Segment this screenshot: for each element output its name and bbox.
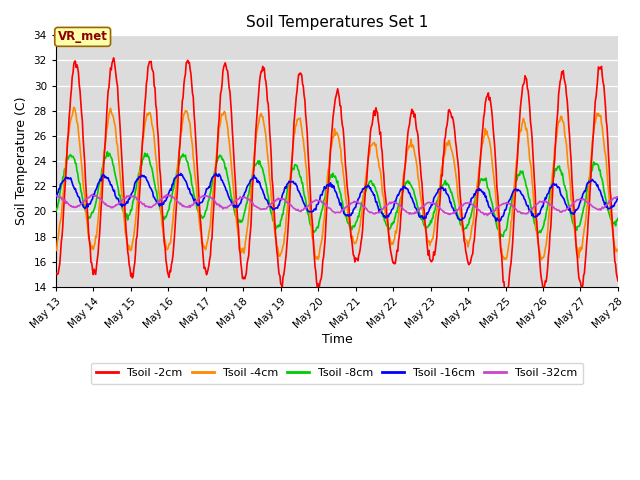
Tsoil -2cm [439, 155, 447, 161]
Line: Tsoil -4cm: Tsoil -4cm [56, 108, 618, 260]
Tsoil -4cm [439, 161, 447, 167]
Tsoil -16cm [52, 195, 60, 201]
Tsoil -2cm [502, 292, 509, 298]
Tsoil -32cm [614, 194, 622, 200]
Tsoil -16cm [175, 172, 183, 178]
Tsoil -8cm [52, 209, 60, 215]
Tsoil -4cm [564, 162, 572, 168]
Tsoil -16cm [329, 185, 337, 191]
Tsoil -8cm [614, 216, 622, 221]
Title: Soil Temperatures Set 1: Soil Temperatures Set 1 [246, 15, 428, 30]
Tsoil -32cm [564, 206, 572, 212]
Tsoil -4cm [176, 141, 184, 146]
Tsoil -4cm [384, 224, 392, 229]
Tsoil -16cm [492, 218, 500, 224]
Tsoil -4cm [329, 134, 337, 140]
Tsoil -2cm [176, 141, 184, 147]
Tsoil -2cm [200, 265, 208, 271]
Tsoil -2cm [564, 108, 572, 114]
Line: Tsoil -16cm: Tsoil -16cm [56, 173, 618, 221]
Tsoil -4cm [70, 105, 77, 110]
Tsoil -8cm [384, 221, 392, 227]
Line: Tsoil -32cm: Tsoil -32cm [56, 195, 618, 216]
Tsoil -32cm [52, 192, 60, 198]
Tsoil -8cm [200, 214, 208, 220]
Text: VR_met: VR_met [58, 30, 108, 43]
Y-axis label: Soil Temperature (C): Soil Temperature (C) [15, 97, 28, 225]
Tsoil -2cm [329, 115, 337, 120]
Tsoil -8cm [329, 170, 337, 176]
Tsoil -4cm [538, 257, 545, 263]
Tsoil -32cm [329, 209, 337, 215]
Tsoil -16cm [564, 205, 572, 211]
Tsoil -4cm [52, 246, 60, 252]
Line: Tsoil -2cm: Tsoil -2cm [56, 58, 618, 295]
Line: Tsoil -8cm: Tsoil -8cm [56, 152, 618, 237]
Tsoil -16cm [439, 185, 447, 191]
Legend: Tsoil -2cm, Tsoil -4cm, Tsoil -8cm, Tsoil -16cm, Tsoil -32cm: Tsoil -2cm, Tsoil -4cm, Tsoil -8cm, Tsoi… [91, 363, 583, 384]
Tsoil -16cm [614, 194, 622, 200]
Tsoil -32cm [484, 213, 492, 218]
Tsoil -16cm [212, 170, 220, 176]
Tsoil -16cm [200, 196, 207, 202]
X-axis label: Time: Time [321, 333, 352, 346]
Tsoil -8cm [439, 182, 447, 188]
Tsoil -32cm [176, 201, 184, 207]
Tsoil -32cm [439, 209, 447, 215]
Tsoil -2cm [52, 270, 60, 276]
Tsoil -32cm [384, 202, 392, 208]
Tsoil -8cm [176, 157, 184, 163]
Tsoil -2cm [110, 55, 118, 61]
Tsoil -32cm [200, 193, 208, 199]
Tsoil -16cm [384, 213, 392, 219]
Tsoil -2cm [614, 278, 622, 284]
Tsoil -8cm [499, 234, 507, 240]
Tsoil -4cm [200, 243, 208, 249]
Tsoil -2cm [384, 216, 392, 222]
Tsoil -8cm [104, 149, 111, 155]
Tsoil -32cm [163, 192, 170, 198]
Tsoil -8cm [564, 199, 572, 204]
Tsoil -4cm [614, 247, 622, 253]
